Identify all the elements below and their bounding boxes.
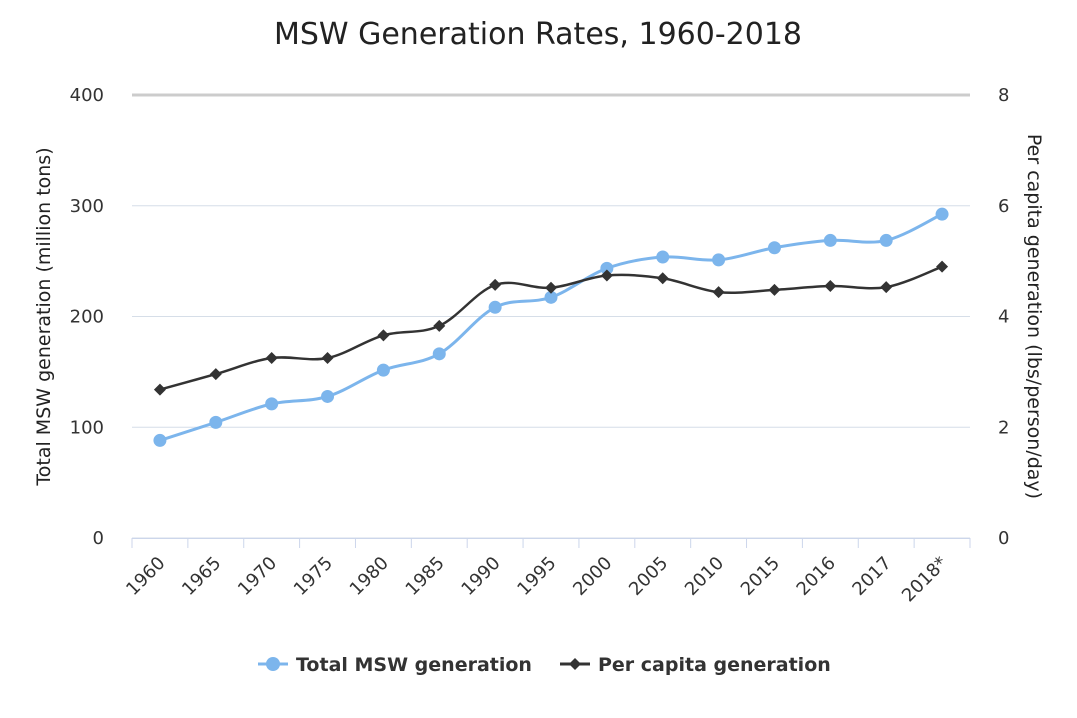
data-point[interactable] <box>432 347 446 361</box>
x-tick-label: 1990 <box>457 553 504 600</box>
data-point[interactable] <box>879 233 893 247</box>
y-left-tick-label: 400 <box>70 85 104 106</box>
x-tick-label: 2010 <box>681 553 728 600</box>
data-point[interactable] <box>712 253 726 267</box>
x-tick-label: 2005 <box>625 553 672 600</box>
data-point[interactable] <box>265 352 278 365</box>
legend-marker-icon <box>266 657 280 671</box>
x-tick-label: 2000 <box>569 553 616 600</box>
data-point[interactable] <box>880 281 893 294</box>
x-tick-label: 2015 <box>737 553 784 600</box>
data-point[interactable] <box>544 290 558 304</box>
data-point[interactable] <box>600 261 614 275</box>
y-left-tick-label: 100 <box>70 417 104 438</box>
y-left-tick-label: 200 <box>70 307 104 328</box>
legend-label: Total MSW generation <box>296 654 532 676</box>
series-total-msw-generation <box>153 207 949 447</box>
data-point[interactable] <box>153 383 166 396</box>
chart-title: MSW Generation Rates, 1960-2018 <box>274 17 802 52</box>
data-point[interactable] <box>823 233 837 247</box>
data-point[interactable] <box>712 286 725 299</box>
data-point[interactable] <box>377 329 390 342</box>
x-tick-label: 1965 <box>178 553 225 600</box>
x-tick-label: 2018* <box>898 553 952 607</box>
x-tick-label: 1975 <box>290 553 337 600</box>
grid-lines <box>132 93 970 539</box>
y-right-tick-label: 2 <box>998 417 1009 438</box>
y-right-tick-label: 0 <box>998 528 1009 549</box>
x-tick-label: 1980 <box>346 553 393 600</box>
y-right-axis-title: Per capita generation (lbs/person/day) <box>1023 134 1045 499</box>
data-point[interactable] <box>545 281 557 294</box>
data-point[interactable] <box>321 352 334 365</box>
data-point[interactable] <box>209 368 222 381</box>
y-left-tick-label: 0 <box>93 528 104 549</box>
data-point[interactable] <box>768 283 781 296</box>
series-layer <box>153 207 949 447</box>
data-point[interactable] <box>824 280 837 293</box>
legend-marker-icon <box>569 658 581 670</box>
legend-item[interactable]: Total MSW generation <box>258 654 532 676</box>
data-point[interactable] <box>936 260 949 273</box>
data-point[interactable] <box>488 300 502 314</box>
data-point[interactable] <box>376 363 390 377</box>
x-tick-label: 2017 <box>848 553 895 600</box>
legend-label: Per capita generation <box>598 654 831 676</box>
legend-item[interactable]: Per capita generation <box>560 654 831 676</box>
data-point[interactable] <box>656 250 670 264</box>
data-point[interactable] <box>321 389 335 403</box>
data-point[interactable] <box>600 269 613 282</box>
data-point[interactable] <box>656 272 669 285</box>
x-tick-label: 1995 <box>513 553 560 600</box>
data-point[interactable] <box>209 415 223 429</box>
x-tick-label: 1985 <box>402 553 449 600</box>
axes: 1960 1965 1970 1975 1980 1985 1990 1995 2000 2005… <box>33 85 1045 606</box>
legend: Total MSW generation Per capita generatio… <box>258 654 831 676</box>
data-point[interactable] <box>767 241 781 255</box>
data-point[interactable] <box>489 278 502 291</box>
y-right-tick-label: 8 <box>998 85 1009 106</box>
x-tick-label: 2016 <box>793 553 840 600</box>
data-point[interactable] <box>433 319 446 332</box>
y-right-tick-label: 4 <box>998 307 1009 328</box>
series-per-capita-generation <box>153 260 949 396</box>
y-left-tick-label: 300 <box>70 196 104 217</box>
y-right-tick-label: 6 <box>998 196 1009 217</box>
x-tick-label: 1960 <box>122 553 169 600</box>
x-tick-label: 1970 <box>234 553 281 600</box>
data-point[interactable] <box>153 433 167 447</box>
y-left-axis-title: Total MSW generation (million tons) <box>33 147 55 486</box>
data-point[interactable] <box>265 397 279 411</box>
data-point[interactable] <box>935 207 949 221</box>
